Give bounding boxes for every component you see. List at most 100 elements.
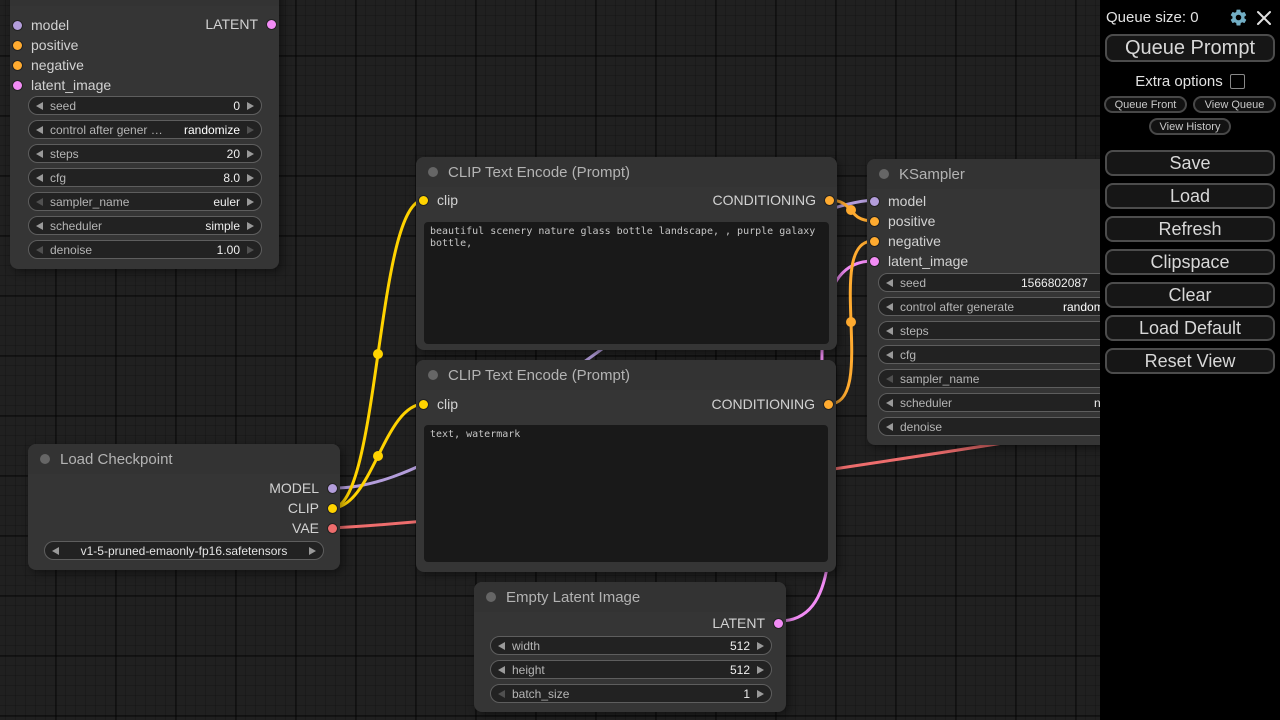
decrement-arrow-icon[interactable] bbox=[36, 125, 43, 134]
port-dot-model[interactable] bbox=[328, 483, 337, 493]
clipspace-button[interactable]: Clipspace bbox=[1105, 249, 1275, 275]
widget-sampler-name[interactable]: sampler_name bbox=[878, 369, 1136, 388]
view-queue-button[interactable]: View Queue bbox=[1193, 96, 1276, 113]
widget-ckpt-name[interactable]: v1-5-pruned-emaonly-fp16.safetensors bbox=[44, 541, 324, 560]
link-midpoint-dot[interactable] bbox=[846, 205, 856, 215]
link-midpoint-dot[interactable] bbox=[373, 451, 383, 461]
increment-arrow-icon[interactable] bbox=[247, 101, 254, 110]
port-dot-conditioning[interactable] bbox=[824, 399, 833, 409]
load-default-button[interactable]: Load Default bbox=[1105, 315, 1275, 341]
decrement-arrow-icon[interactable] bbox=[36, 173, 43, 182]
decrement-arrow-icon[interactable] bbox=[886, 350, 893, 359]
decrement-arrow-icon[interactable] bbox=[886, 398, 893, 407]
decrement-arrow-icon[interactable] bbox=[36, 245, 43, 254]
increment-arrow-icon[interactable] bbox=[247, 245, 254, 254]
prompt-textarea[interactable]: text, watermark bbox=[424, 425, 828, 562]
widget-sampler-name[interactable]: sampler_name euler bbox=[28, 192, 262, 211]
widget-cfg[interactable]: cfg 8.0 bbox=[28, 168, 262, 187]
widget-denoise[interactable]: denoise bbox=[878, 417, 1136, 436]
widget-scheduler[interactable]: scheduler normal bbox=[878, 393, 1136, 412]
node-title-bar[interactable]: CLIP Text Encode (Prompt) bbox=[416, 360, 836, 390]
node-empty-latent-image[interactable]: Empty Latent Image LATENT width 512 heig… bbox=[474, 582, 786, 712]
decrement-arrow-icon[interactable] bbox=[36, 101, 43, 110]
reset-view-button[interactable]: Reset View bbox=[1105, 348, 1275, 374]
port-dot-clip[interactable] bbox=[328, 503, 337, 513]
decrement-arrow-icon[interactable] bbox=[886, 278, 893, 287]
port-dot-model[interactable] bbox=[870, 196, 879, 206]
prompt-textarea[interactable]: beautiful scenery nature glass bottle la… bbox=[424, 222, 829, 344]
node-title-bar[interactable]: Empty Latent Image bbox=[474, 582, 786, 612]
link-midpoint-dot[interactable] bbox=[373, 349, 383, 359]
increment-arrow-icon[interactable] bbox=[247, 125, 254, 134]
increment-arrow-icon[interactable] bbox=[247, 221, 254, 230]
close-icon[interactable] bbox=[1256, 10, 1272, 26]
port-dot-vae[interactable] bbox=[328, 523, 337, 533]
widget-seed[interactable]: seed 1566802087 bbox=[878, 273, 1136, 292]
decrement-arrow-icon[interactable] bbox=[36, 149, 43, 158]
port-dot-model[interactable] bbox=[13, 20, 22, 30]
port-dot-clip[interactable] bbox=[419, 399, 428, 409]
widget-control-after-generate[interactable]: control after generate randomize bbox=[878, 297, 1136, 316]
collapse-dot-icon[interactable] bbox=[428, 370, 438, 380]
settings-gear-icon[interactable] bbox=[1229, 8, 1248, 27]
extra-options-checkbox[interactable] bbox=[1229, 74, 1245, 89]
port-dot-conditioning[interactable] bbox=[13, 40, 22, 50]
save-button[interactable]: Save bbox=[1105, 150, 1275, 176]
port-dot-latent[interactable] bbox=[13, 80, 22, 90]
refresh-button[interactable]: Refresh bbox=[1105, 216, 1275, 242]
clear-button[interactable]: Clear bbox=[1105, 282, 1275, 308]
increment-arrow-icon[interactable] bbox=[247, 149, 254, 158]
node-ksampler-left[interactable]: KSampler model positive negative latent_… bbox=[10, 0, 279, 269]
decrement-arrow-icon[interactable] bbox=[498, 641, 505, 650]
decrement-arrow-icon[interactable] bbox=[886, 326, 893, 335]
collapse-dot-icon[interactable] bbox=[40, 454, 50, 464]
decrement-arrow-icon[interactable] bbox=[886, 422, 893, 431]
port-dot-conditioning[interactable] bbox=[870, 216, 879, 226]
port-dot-conditioning[interactable] bbox=[870, 236, 879, 246]
increment-arrow-icon[interactable] bbox=[757, 689, 764, 698]
widget-width[interactable]: width 512 bbox=[490, 636, 772, 655]
widget-seed[interactable]: seed 0 bbox=[28, 96, 262, 115]
queue-front-button[interactable]: Queue Front bbox=[1104, 96, 1187, 113]
decrement-arrow-icon[interactable] bbox=[886, 302, 893, 311]
collapse-dot-icon[interactable] bbox=[486, 592, 496, 602]
increment-arrow-icon[interactable] bbox=[247, 173, 254, 182]
node-title-bar[interactable]: Load Checkpoint bbox=[28, 444, 340, 474]
widget-denoise[interactable]: denoise 1.00 bbox=[28, 240, 262, 259]
increment-arrow-icon[interactable] bbox=[757, 641, 764, 650]
decrement-arrow-icon[interactable] bbox=[498, 689, 505, 698]
decrement-arrow-icon[interactable] bbox=[52, 546, 59, 555]
widget-batch-size[interactable]: batch_size 1 bbox=[490, 684, 772, 703]
port-dot-latent[interactable] bbox=[267, 19, 276, 29]
widget-scheduler[interactable]: scheduler simple bbox=[28, 216, 262, 235]
increment-arrow-icon[interactable] bbox=[247, 197, 254, 206]
queue-prompt-button[interactable]: Queue Prompt bbox=[1105, 34, 1275, 62]
port-dot-clip[interactable] bbox=[419, 195, 428, 205]
port-dot-latent[interactable] bbox=[774, 618, 783, 628]
collapse-dot-icon[interactable] bbox=[879, 169, 889, 179]
node-clip-text-encode-positive[interactable]: CLIP Text Encode (Prompt) clip CONDITION… bbox=[416, 157, 837, 350]
increment-arrow-icon[interactable] bbox=[757, 665, 764, 674]
port-dot-latent[interactable] bbox=[870, 256, 879, 266]
decrement-arrow-icon[interactable] bbox=[36, 221, 43, 230]
widget-steps[interactable]: steps bbox=[878, 321, 1136, 340]
node-load-checkpoint[interactable]: Load Checkpoint MODEL CLIP VAE v1-5-prun… bbox=[28, 444, 340, 570]
load-button[interactable]: Load bbox=[1105, 183, 1275, 209]
widget-height[interactable]: height 512 bbox=[490, 660, 772, 679]
decrement-arrow-icon[interactable] bbox=[886, 374, 893, 383]
link-midpoint-dot[interactable] bbox=[846, 317, 856, 327]
decrement-arrow-icon[interactable] bbox=[36, 197, 43, 206]
widget-control-after-generate[interactable]: control after gener … randomize bbox=[28, 120, 262, 139]
increment-arrow-icon[interactable] bbox=[309, 546, 316, 555]
node-title-bar[interactable]: CLIP Text Encode (Prompt) bbox=[416, 157, 837, 187]
port-dot-conditioning[interactable] bbox=[825, 195, 834, 205]
node-title-bar[interactable]: KSampler bbox=[10, 0, 279, 6]
widget-steps[interactable]: steps 20 bbox=[28, 144, 262, 163]
port-dot-conditioning[interactable] bbox=[13, 60, 22, 70]
node-clip-text-encode-negative[interactable]: CLIP Text Encode (Prompt) clip CONDITION… bbox=[416, 360, 836, 572]
view-history-button[interactable]: View History bbox=[1149, 118, 1231, 135]
collapse-dot-icon[interactable] bbox=[428, 167, 438, 177]
widget-cfg[interactable]: cfg bbox=[878, 345, 1136, 364]
decrement-arrow-icon[interactable] bbox=[498, 665, 505, 674]
